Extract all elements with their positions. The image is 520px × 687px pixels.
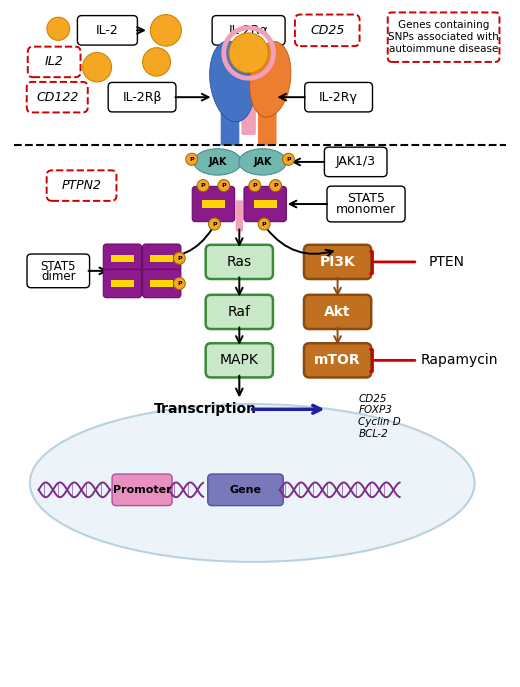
Circle shape bbox=[47, 17, 70, 41]
Text: Transcription: Transcription bbox=[154, 403, 257, 416]
Text: P: P bbox=[273, 183, 278, 188]
FancyBboxPatch shape bbox=[327, 186, 405, 222]
Text: Raf: Raf bbox=[228, 305, 251, 319]
Bar bbox=[111, 280, 134, 287]
Text: Genes containing: Genes containing bbox=[398, 20, 489, 30]
Text: P: P bbox=[262, 221, 266, 227]
Text: Cyclin D: Cyclin D bbox=[358, 417, 401, 427]
FancyBboxPatch shape bbox=[304, 245, 371, 279]
FancyBboxPatch shape bbox=[212, 16, 285, 45]
Text: Promoter: Promoter bbox=[113, 485, 172, 495]
Ellipse shape bbox=[239, 149, 287, 175]
Text: mTOR: mTOR bbox=[314, 353, 361, 368]
Text: Rapamycin: Rapamycin bbox=[420, 353, 498, 368]
Text: JAK: JAK bbox=[253, 157, 272, 167]
Text: Gene: Gene bbox=[229, 485, 262, 495]
Text: monomer: monomer bbox=[336, 203, 396, 216]
FancyBboxPatch shape bbox=[103, 269, 141, 297]
Text: PTEN: PTEN bbox=[428, 255, 464, 269]
Text: IL-2Rα: IL-2Rα bbox=[229, 24, 268, 37]
Text: Ras: Ras bbox=[227, 255, 252, 269]
Circle shape bbox=[173, 252, 185, 264]
Text: STAT5: STAT5 bbox=[41, 260, 76, 273]
FancyBboxPatch shape bbox=[112, 474, 172, 506]
Circle shape bbox=[269, 179, 281, 192]
Circle shape bbox=[186, 153, 198, 166]
Text: P: P bbox=[201, 183, 205, 188]
FancyBboxPatch shape bbox=[27, 82, 88, 113]
Circle shape bbox=[229, 33, 268, 73]
Text: MAPK: MAPK bbox=[220, 353, 259, 368]
FancyBboxPatch shape bbox=[206, 344, 273, 377]
FancyBboxPatch shape bbox=[388, 12, 500, 62]
FancyBboxPatch shape bbox=[108, 82, 176, 112]
Text: dimer: dimer bbox=[41, 269, 75, 282]
Text: PI3K: PI3K bbox=[320, 255, 356, 269]
Text: P: P bbox=[253, 183, 257, 188]
Bar bbox=[111, 255, 134, 262]
Bar bbox=[202, 201, 225, 207]
FancyBboxPatch shape bbox=[77, 16, 137, 45]
FancyBboxPatch shape bbox=[305, 82, 372, 112]
Text: IL-2: IL-2 bbox=[96, 24, 119, 37]
FancyBboxPatch shape bbox=[304, 344, 371, 377]
FancyBboxPatch shape bbox=[142, 244, 181, 273]
Bar bbox=[254, 201, 277, 207]
Circle shape bbox=[197, 179, 209, 192]
Circle shape bbox=[142, 47, 171, 76]
Ellipse shape bbox=[250, 41, 291, 117]
Circle shape bbox=[209, 218, 220, 230]
Text: P: P bbox=[286, 157, 291, 161]
Text: PTPN2: PTPN2 bbox=[61, 179, 101, 192]
Circle shape bbox=[83, 52, 112, 82]
Text: SNPs associated with: SNPs associated with bbox=[388, 32, 499, 42]
Text: autoimmune disease: autoimmune disease bbox=[389, 44, 498, 54]
FancyBboxPatch shape bbox=[28, 47, 81, 77]
Text: STAT5: STAT5 bbox=[347, 192, 385, 205]
Text: CD25: CD25 bbox=[358, 394, 387, 404]
Text: P: P bbox=[177, 281, 181, 286]
Text: P: P bbox=[177, 256, 181, 261]
Text: Akt: Akt bbox=[324, 305, 351, 319]
Text: P: P bbox=[212, 221, 217, 227]
Text: CD25: CD25 bbox=[310, 24, 344, 37]
FancyBboxPatch shape bbox=[206, 245, 273, 279]
Text: P: P bbox=[189, 157, 194, 161]
Text: JAK: JAK bbox=[209, 157, 227, 167]
FancyBboxPatch shape bbox=[206, 295, 273, 329]
FancyBboxPatch shape bbox=[295, 14, 359, 46]
FancyBboxPatch shape bbox=[142, 269, 181, 297]
Text: JAK1/3: JAK1/3 bbox=[336, 155, 375, 168]
Circle shape bbox=[258, 218, 270, 230]
FancyBboxPatch shape bbox=[258, 70, 277, 146]
Text: IL2: IL2 bbox=[45, 56, 63, 69]
Ellipse shape bbox=[30, 404, 475, 562]
Text: IL-2Rγ: IL-2Rγ bbox=[319, 91, 358, 104]
Circle shape bbox=[249, 179, 261, 192]
Text: IL-2Rβ: IL-2Rβ bbox=[122, 91, 162, 104]
Text: BCL-2: BCL-2 bbox=[358, 429, 388, 438]
Bar bbox=[150, 255, 173, 262]
FancyBboxPatch shape bbox=[103, 244, 141, 273]
FancyBboxPatch shape bbox=[220, 70, 239, 146]
FancyBboxPatch shape bbox=[47, 170, 116, 201]
Ellipse shape bbox=[210, 41, 255, 122]
FancyBboxPatch shape bbox=[192, 186, 235, 222]
Bar bbox=[150, 280, 173, 287]
FancyBboxPatch shape bbox=[304, 295, 371, 329]
FancyBboxPatch shape bbox=[236, 201, 243, 232]
FancyBboxPatch shape bbox=[244, 186, 287, 222]
Text: CD122: CD122 bbox=[36, 91, 79, 104]
Circle shape bbox=[218, 179, 230, 192]
FancyBboxPatch shape bbox=[324, 147, 387, 177]
Circle shape bbox=[173, 278, 185, 289]
FancyBboxPatch shape bbox=[208, 474, 283, 506]
Circle shape bbox=[150, 14, 181, 46]
Ellipse shape bbox=[194, 149, 241, 175]
Text: FOXP3: FOXP3 bbox=[358, 405, 392, 416]
Text: P: P bbox=[222, 183, 226, 188]
FancyBboxPatch shape bbox=[27, 254, 89, 288]
FancyBboxPatch shape bbox=[241, 68, 256, 135]
Circle shape bbox=[282, 153, 294, 166]
